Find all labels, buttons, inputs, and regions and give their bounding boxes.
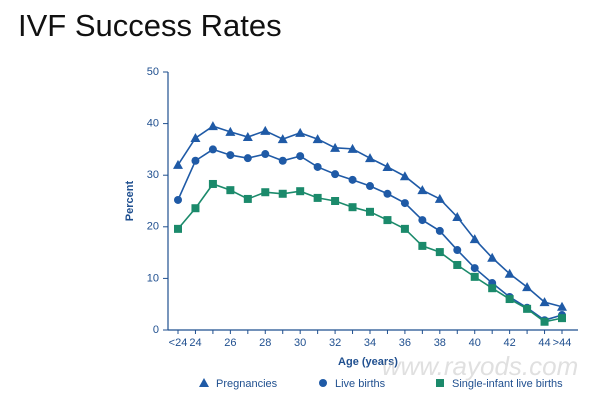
x-tick-label: 30 <box>294 337 306 349</box>
data-point <box>453 246 462 255</box>
data-point <box>243 194 252 203</box>
data-point <box>313 162 322 171</box>
data-point <box>399 171 410 181</box>
data-point <box>331 170 340 179</box>
legend-label: Live births <box>335 378 386 390</box>
data-point <box>243 154 252 163</box>
chart-title: IVF Success Rates <box>18 8 282 43</box>
watermark: www.rayods.com <box>382 351 579 381</box>
data-point <box>296 187 305 196</box>
y-tick-label: 20 <box>147 221 159 233</box>
data-point <box>295 127 306 137</box>
data-point <box>278 189 287 198</box>
x-tick-label: 34 <box>364 337 376 349</box>
legend-marker <box>199 378 209 387</box>
series-line <box>177 183 563 323</box>
data-point <box>190 133 201 143</box>
data-point <box>435 248 444 257</box>
data-point <box>505 295 514 304</box>
data-point <box>557 301 567 311</box>
data-point <box>242 132 253 142</box>
data-point <box>400 199 409 208</box>
y-tick-label: 40 <box>147 118 159 130</box>
data-point <box>226 186 235 195</box>
x-tick-label: >44 <box>553 337 572 349</box>
data-point <box>435 226 444 235</box>
data-point <box>540 317 549 326</box>
data-point <box>452 211 463 221</box>
data-point <box>453 260 462 269</box>
data-point <box>487 252 498 262</box>
data-point <box>417 185 428 195</box>
data-point <box>331 197 340 205</box>
legend-label: Pregnancies <box>216 378 278 390</box>
data-point <box>400 224 409 233</box>
data-point <box>173 159 183 169</box>
data-point <box>366 182 374 191</box>
y-tick-label: 0 <box>153 324 159 336</box>
x-tick-label: 40 <box>469 337 481 349</box>
legend-marker <box>319 379 327 387</box>
data-point <box>365 153 375 163</box>
data-point <box>470 264 479 273</box>
x-tick-label: 36 <box>399 337 411 349</box>
data-point <box>208 179 217 188</box>
x-tick-label: 26 <box>224 337 236 349</box>
data-point <box>366 207 374 216</box>
data-point <box>174 224 182 233</box>
legend-marker <box>436 379 444 387</box>
data-point <box>226 151 235 160</box>
data-point <box>434 193 445 203</box>
series-line <box>177 148 563 322</box>
data-point <box>418 241 427 250</box>
data-point <box>348 175 357 184</box>
x-tick-label: 42 <box>504 337 516 349</box>
data-point <box>383 189 392 198</box>
data-point <box>330 142 341 152</box>
legend-label: Single-infant live births <box>452 378 563 390</box>
x-tick-label: 32 <box>329 337 341 349</box>
data-point <box>207 121 218 131</box>
data-point <box>277 134 288 144</box>
data-point <box>260 125 271 135</box>
data-point <box>558 314 566 323</box>
x-axis-label: Age (years) <box>338 356 398 368</box>
x-tick-label: 28 <box>259 337 271 349</box>
data-point <box>191 204 200 213</box>
data-point <box>418 216 427 225</box>
x-tick-label: 24 <box>189 337 201 349</box>
data-point <box>347 143 358 153</box>
data-point <box>225 126 236 136</box>
data-point <box>383 216 392 225</box>
data-point <box>504 268 515 278</box>
y-tick-label: 50 <box>147 66 159 78</box>
data-point <box>296 152 305 161</box>
data-point <box>488 284 497 293</box>
data-point <box>523 304 532 313</box>
data-point <box>313 193 322 202</box>
data-point <box>522 282 533 292</box>
data-point <box>208 145 217 154</box>
data-point <box>470 272 479 281</box>
x-tick-label: 44 <box>538 337 550 349</box>
data-point <box>278 156 287 165</box>
x-tick-label: <24 <box>169 337 188 349</box>
data-point <box>348 203 357 212</box>
data-point <box>539 297 550 307</box>
data-point <box>174 195 182 204</box>
data-point <box>261 150 270 159</box>
data-point <box>191 156 200 165</box>
data-point <box>469 234 480 244</box>
x-tick-label: 38 <box>434 337 446 349</box>
data-point <box>382 161 393 171</box>
data-point <box>261 188 270 197</box>
data-point <box>312 134 323 144</box>
y-tick-label: 30 <box>147 169 159 181</box>
y-axis-label: Percent <box>124 180 136 221</box>
y-tick-label: 10 <box>147 272 159 284</box>
